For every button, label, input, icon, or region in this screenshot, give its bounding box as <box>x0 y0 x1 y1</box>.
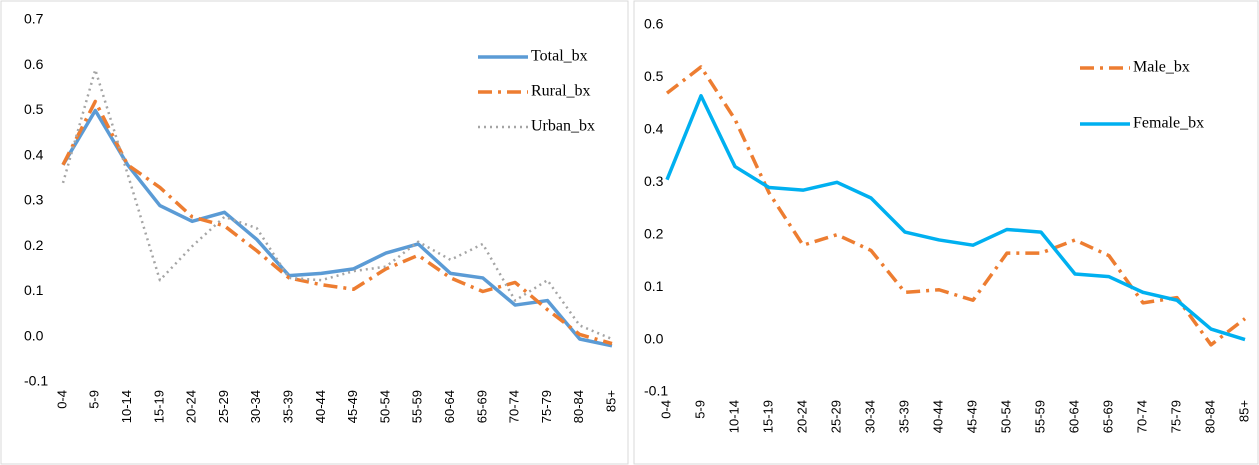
x-tick-label: 65-69 <box>474 390 489 423</box>
series-line <box>61 68 613 341</box>
x-tick-label: 40-44 <box>313 390 328 423</box>
x-tick-label: 40-44 <box>930 400 945 433</box>
legend-label: Female_bx <box>1133 115 1204 132</box>
y-tick-label: 0.0 <box>24 327 44 343</box>
x-tick-label: 15-19 <box>151 390 166 423</box>
legend-label: Urban_bx <box>531 118 595 135</box>
x-tick-label: 45-49 <box>345 390 360 423</box>
y-tick-label: -0.1 <box>644 383 668 399</box>
x-tick-label: 20-24 <box>184 390 199 423</box>
x-tick-label: 25-29 <box>828 400 843 433</box>
y-tick-label: 0.3 <box>24 192 44 208</box>
x-tick-label: 55-59 <box>1032 400 1047 433</box>
y-tick-label: 0.5 <box>644 68 664 84</box>
x-tick-label: 30-34 <box>862 400 877 433</box>
y-tick-label: 0.7 <box>24 11 44 27</box>
series-line <box>61 99 613 346</box>
x-tick-label: 70-74 <box>1134 400 1149 433</box>
y-tick-label: 0.1 <box>644 278 664 294</box>
x-tick-label: 50-54 <box>377 390 392 423</box>
x-tick-label: 0-4 <box>658 400 673 419</box>
x-tick-label: 5-9 <box>87 390 102 409</box>
x-tick-label: 30-34 <box>248 390 263 423</box>
x-tick-label: 10-14 <box>726 400 741 433</box>
x-tick-label: 80-84 <box>571 390 586 423</box>
x-tick-label: 75-79 <box>1168 400 1183 433</box>
y-tick-label: 0.5 <box>24 101 44 117</box>
x-tick-label: 10-14 <box>119 390 134 423</box>
x-tick-label: 45-49 <box>964 400 979 433</box>
legend-label: Rural_bx <box>531 83 591 100</box>
x-tick-label: 80-84 <box>1202 400 1217 433</box>
y-tick-label: 0.3 <box>644 173 664 189</box>
x-tick-label: 65-69 <box>1100 400 1115 433</box>
x-tick-label: 75-79 <box>539 390 554 423</box>
legend-label: Male_bx <box>1133 59 1190 76</box>
x-tick-label: 85+ <box>603 390 618 412</box>
y-tick-label: -0.1 <box>24 373 48 389</box>
y-tick-label: 0.2 <box>644 225 664 241</box>
x-tick-label: 20-24 <box>794 400 809 433</box>
x-tick-label: 60-64 <box>442 390 457 423</box>
legend-label: Total_bx <box>531 48 588 65</box>
x-tick-label: 35-39 <box>896 400 911 433</box>
x-tick-label: 25-29 <box>216 390 231 423</box>
x-tick-label: 35-39 <box>280 390 295 423</box>
x-tick-label: 55-59 <box>410 390 425 423</box>
x-tick-label: 85+ <box>1236 400 1251 422</box>
panel-border <box>633 0 1259 465</box>
x-tick-label: 15-19 <box>760 400 775 433</box>
x-tick-label: 5-9 <box>692 400 707 419</box>
y-tick-label: 0.6 <box>644 16 664 32</box>
x-tick-label: 70-74 <box>507 390 522 423</box>
y-tick-label: 0.0 <box>644 330 664 346</box>
y-tick-label: 0.4 <box>644 121 664 137</box>
x-tick-label: 50-54 <box>998 400 1013 433</box>
y-tick-label: 0.4 <box>24 146 44 162</box>
series-line <box>665 94 1246 342</box>
y-tick-label: 0.6 <box>24 56 44 72</box>
x-tick-label: 0-4 <box>54 390 69 409</box>
series-line <box>665 65 1247 347</box>
panel-border <box>0 0 629 465</box>
series-line <box>61 108 613 348</box>
x-tick-label: 60-64 <box>1066 400 1081 433</box>
y-tick-label: 0.1 <box>24 282 44 298</box>
y-tick-label: 0.2 <box>24 237 44 253</box>
